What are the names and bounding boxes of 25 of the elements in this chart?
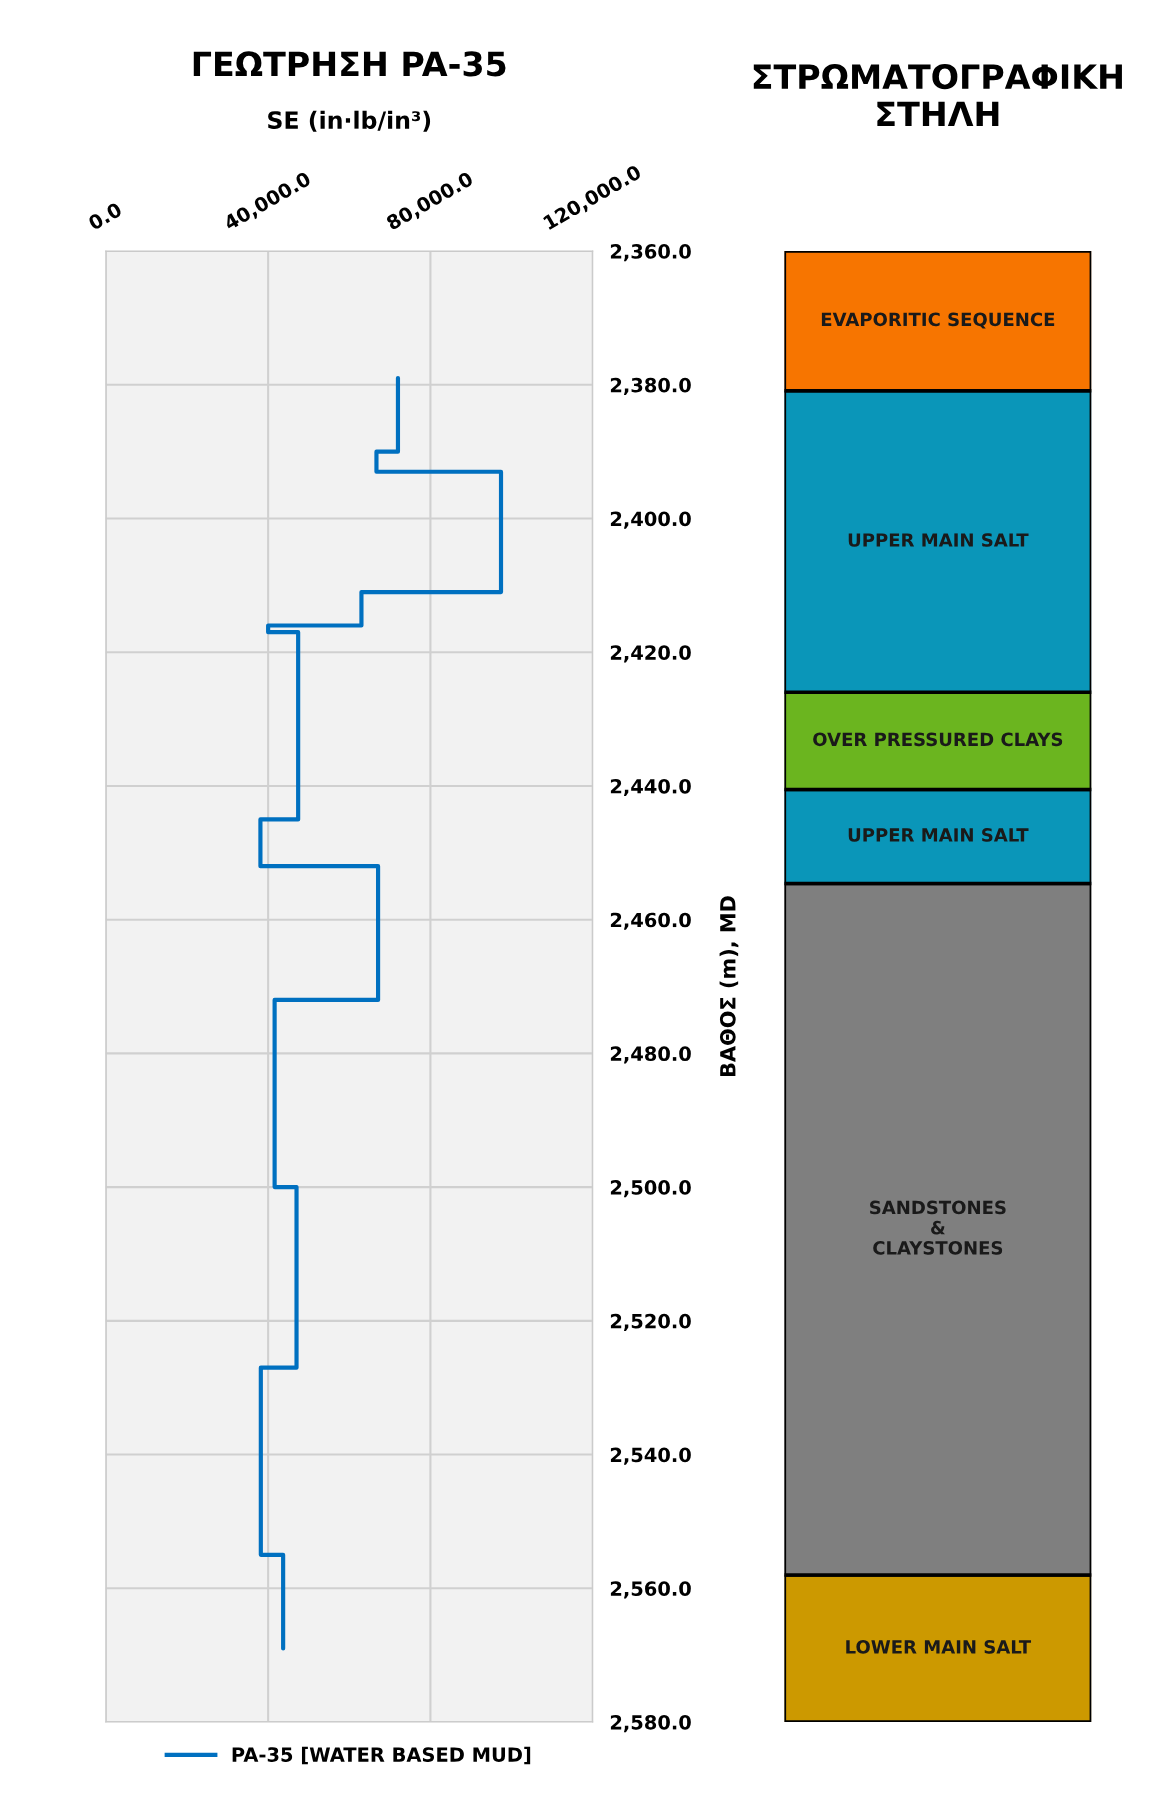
y-tick-label: 2,480.0 bbox=[610, 1046, 691, 1064]
x-axis-title: SE (in·lb/in³) bbox=[268, 110, 431, 132]
series-label: EVAPORITIC SEQUENCE bbox=[821, 312, 1055, 329]
y-tick-label: 2,420.0 bbox=[610, 645, 691, 663]
y-tick-label: 2,360.0 bbox=[610, 244, 691, 262]
legend-label: PA-35 [WATER BASED MUD] bbox=[232, 1746, 531, 1765]
series-label: UPPER MAIN SALT bbox=[848, 533, 1029, 547]
series-label: OVER PRESSURED CLAYS bbox=[813, 732, 1063, 747]
y-tick-label: 2,460.0 bbox=[610, 912, 691, 930]
line-series bbox=[258, 376, 504, 1651]
series-label: SANDSTONES & CLAYSTONES bbox=[870, 1200, 1006, 1255]
x-tick-label: 0.0 bbox=[87, 201, 123, 231]
y-tick-label: 2,380.0 bbox=[610, 377, 691, 395]
y-tick-label: 2,440.0 bbox=[610, 778, 691, 797]
series-label: LOWER MAIN SALT bbox=[846, 1640, 1032, 1654]
y-tick-label: 2,560.0 bbox=[610, 1581, 691, 1599]
y-tick-label: 2,540.0 bbox=[610, 1447, 691, 1465]
y-tick-label: 2,580.0 bbox=[610, 1714, 691, 1733]
series-label: UPPER MAIN SALT bbox=[848, 828, 1029, 842]
chart-title: ΓΕΩΤΡΗΣΗ PA-35 bbox=[193, 51, 506, 77]
chart-title: ΣΤΡΩΜΑΤΟΓΡΑΦΙΚΗ ΣΤΗΛΗ bbox=[753, 64, 1122, 127]
y-axis-title: ΒΑΘΟΣ (m), MD bbox=[719, 896, 739, 1077]
y-tick-label: 2,500.0 bbox=[610, 1180, 691, 1198]
y-tick-label: 2,400.0 bbox=[610, 511, 691, 529]
y-tick-label: 2,520.0 bbox=[610, 1313, 691, 1331]
